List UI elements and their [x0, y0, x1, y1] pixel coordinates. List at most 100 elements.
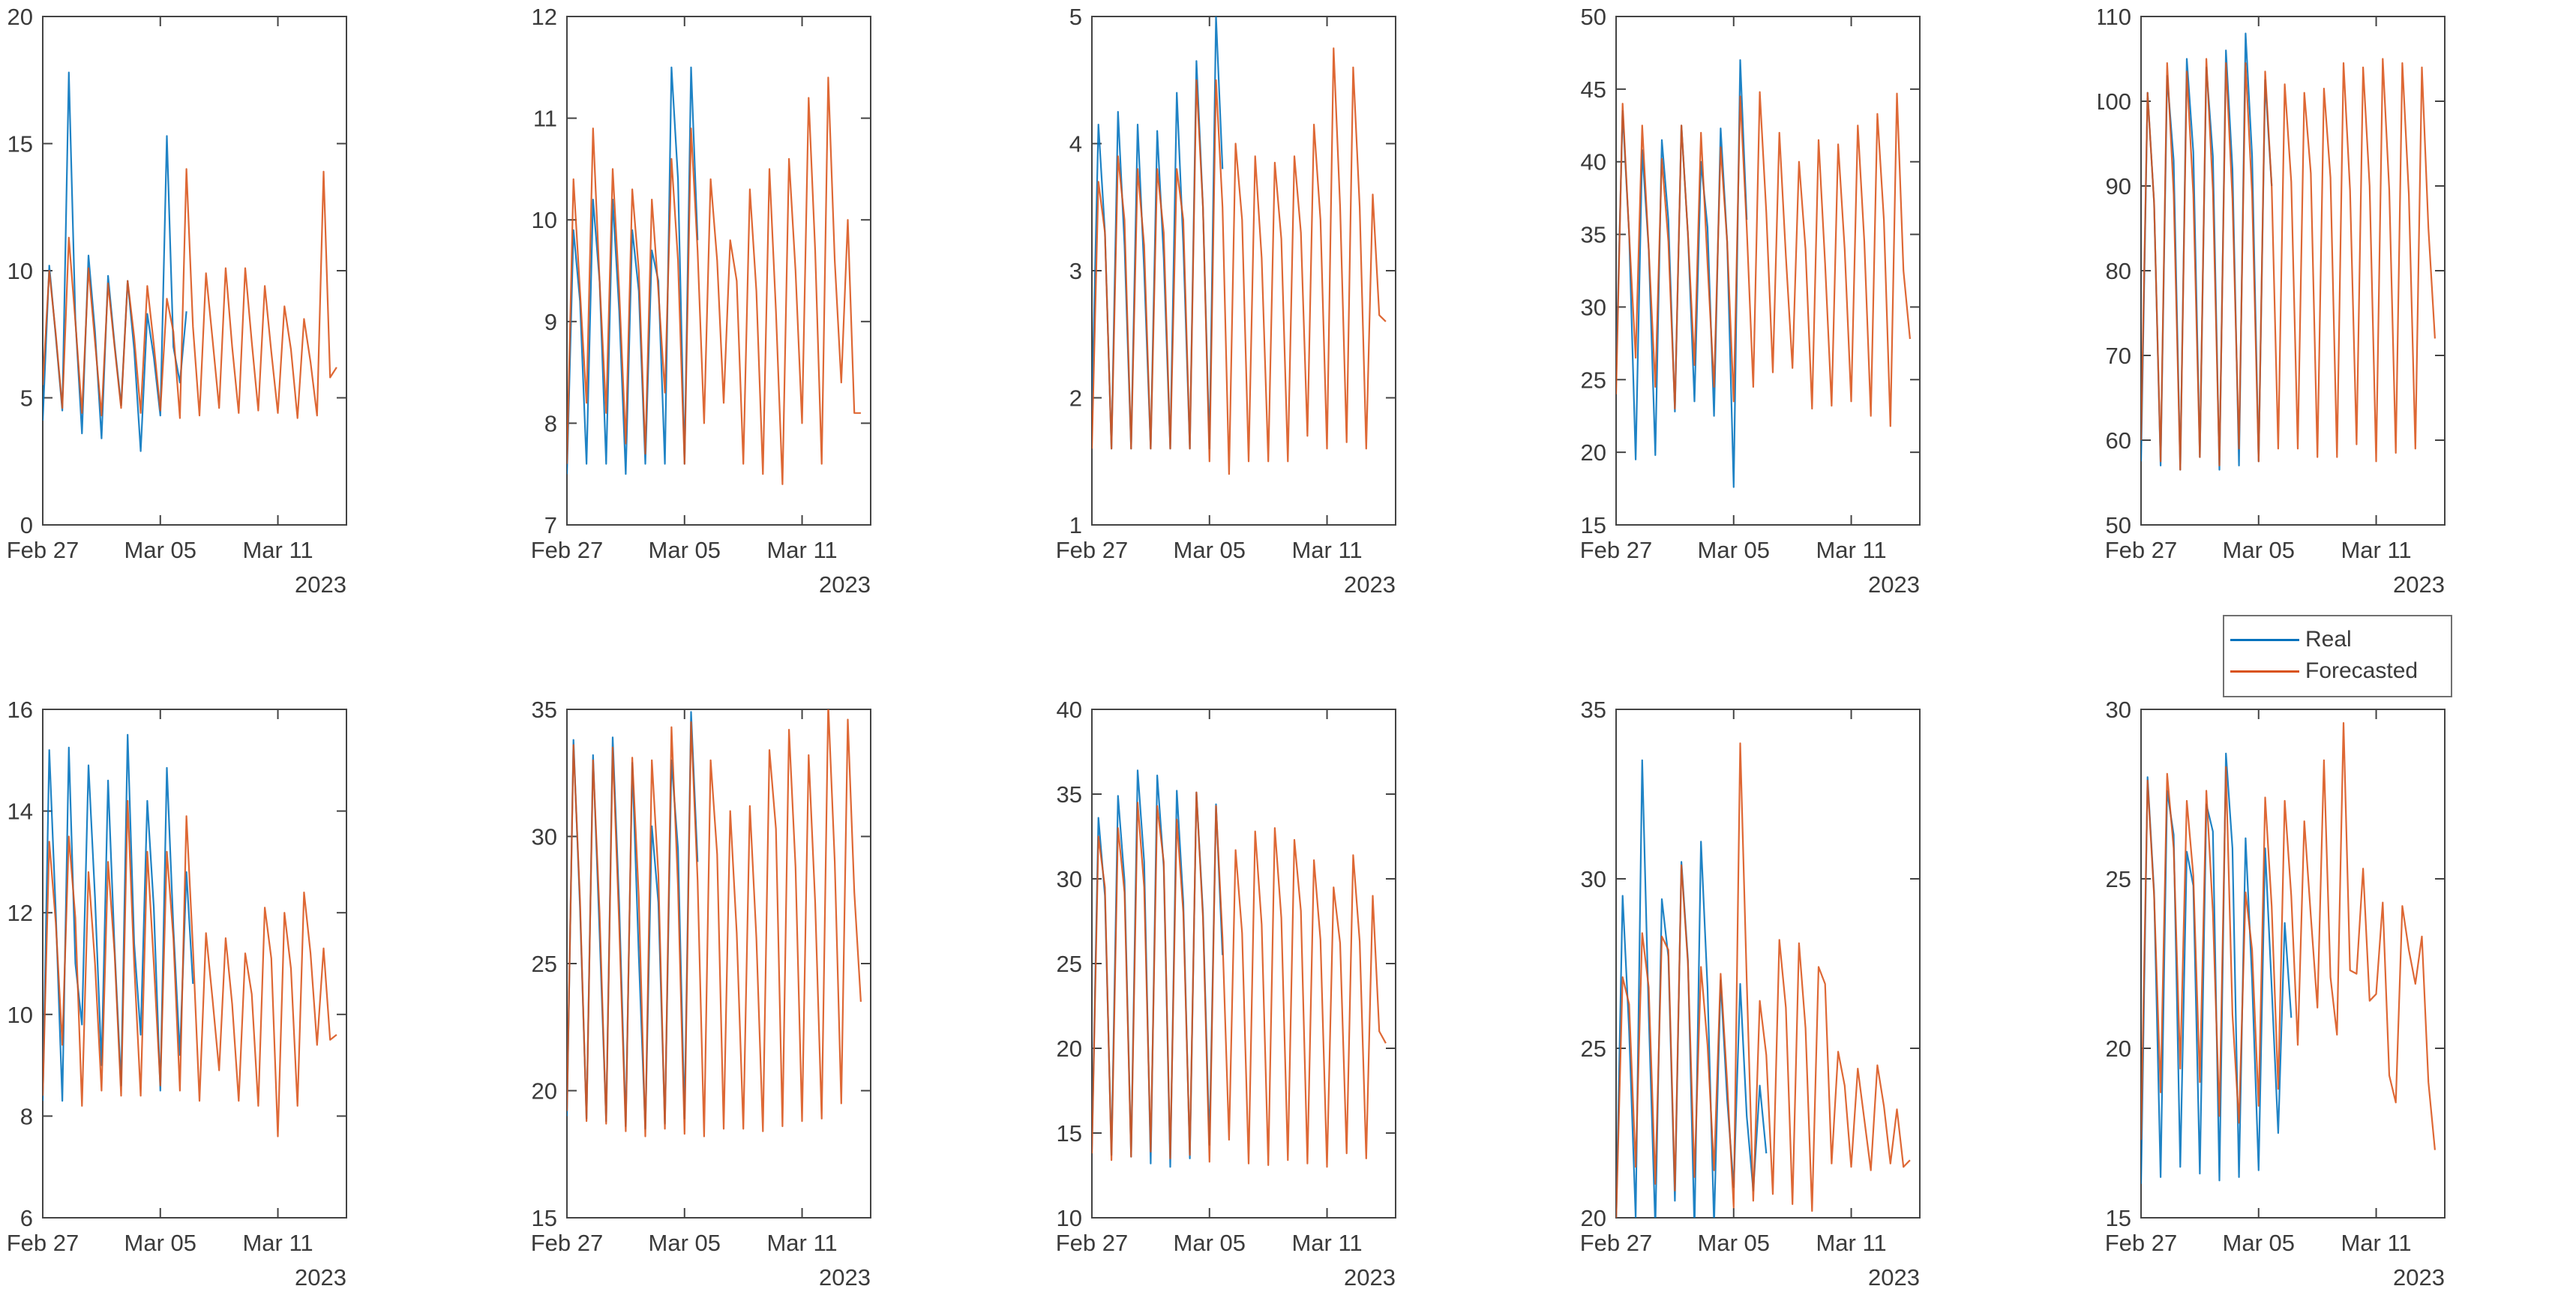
x-axis-year-label: 2023	[295, 571, 346, 598]
plot-canvas-r1c4: 15 20 25 30 35 40 45 50 Feb 27 Mar 05 Mar 11 2023	[1580, 4, 1921, 598]
x-tick-label: Mar 05	[1174, 1230, 1246, 1256]
subplot-r1c3: 1 2 3 4 5 Feb 27 Mar 05 Mar 11 2023	[1049, 0, 1574, 645]
y-tick-label: 30	[1057, 866, 1082, 892]
x-axis-year-label: 2023	[1868, 571, 1920, 598]
y-tick-label: 11	[533, 106, 557, 132]
y-tick-label: 2	[1069, 385, 1082, 412]
series-line-real	[43, 71, 187, 452]
x-axis-year-label: 2023	[2393, 1264, 2445, 1291]
x-tick-label: Feb 27	[531, 537, 604, 563]
plot-canvas-r2c5: 15 20 25 30 Feb 27 Mar 05 Mar 11 2023	[2105, 697, 2446, 1291]
series-line-forecasted	[567, 76, 861, 485]
y-tick-label: 40	[1057, 697, 1082, 723]
x-tick-label: Mar 05	[1174, 537, 1246, 563]
plot-canvas-r2c2: 15 20 25 30 35 Feb 27 Mar 05 Mar 11 2023	[531, 697, 871, 1291]
series-line-forecasted	[1616, 91, 1911, 427]
forecasted-line-swatch	[2224, 670, 2305, 673]
subplot-r2c3: 10 15 20 25 30 35 40 Feb 27 Mar 05 Mar 11 2023	[1049, 693, 1574, 1316]
subplot-r2c4: 20 25 30 35 Feb 27 Mar 05 Mar 11 2023	[1573, 693, 2098, 1316]
subplot-r2c5: 15 20 25 30 Feb 27 Mar 05 Mar 11 2023	[2098, 693, 2576, 1316]
y-tick-label: 35	[532, 697, 557, 723]
x-tick-label: Mar 11	[2341, 537, 2411, 563]
x-tick-label: Mar 11	[1816, 1230, 1886, 1256]
x-tick-label: Mar 11	[2341, 1230, 2411, 1256]
x-tick-label: Mar 11	[1291, 1230, 1362, 1256]
y-tick-label: 7	[544, 512, 557, 538]
y-tick-label: 15	[1581, 512, 1606, 538]
y-tick-label: 90	[2106, 173, 2131, 199]
plot-canvas-r1c2: 7 8 9 10 11 12 Feb 27 Mar 05 Mar 11 2023	[531, 4, 871, 598]
legend-label-forecasted: Forecasted	[2305, 658, 2419, 683]
y-tick-label: 35	[1057, 781, 1082, 808]
x-tick-label: Mar 05	[649, 537, 721, 563]
axis-box	[2140, 709, 2446, 1219]
y-tick-label: 16	[7, 697, 33, 723]
y-tick-label: 0	[20, 512, 33, 538]
series-line-forecasted	[2141, 58, 2436, 471]
x-tick-label: Feb 27	[7, 1230, 79, 1256]
series-line-forecasted	[43, 168, 337, 419]
x-tick-label: Mar 11	[766, 1230, 837, 1256]
y-tick-label: 35	[1581, 222, 1606, 248]
y-tick-label: 20	[2106, 1036, 2131, 1062]
x-tick-label: Feb 27	[1056, 1230, 1129, 1256]
y-tick-label: 20	[532, 1078, 557, 1105]
y-tick-label: 30	[1581, 866, 1606, 892]
axis-box	[42, 709, 347, 1219]
series-line-real	[1616, 759, 1768, 1218]
y-tick-label: 20	[7, 4, 33, 30]
real-line-swatch	[2224, 638, 2305, 641]
y-tick-label: 10	[7, 1002, 33, 1028]
y-tick-label: 50	[1581, 4, 1606, 30]
axis-box	[1615, 709, 1921, 1219]
legend-box: Real Forecasted	[2223, 615, 2452, 697]
x-axis-year-label: 2023	[819, 1264, 871, 1291]
x-tick-label: Mar 11	[242, 537, 313, 563]
y-tick-label: 8	[20, 1103, 33, 1129]
y-tick-label: 10	[1057, 1205, 1082, 1231]
subplot-r1c5: 50 60 70 80 90 100 110 Feb 27 Mar 05 Mar 11 2023	[2098, 0, 2576, 645]
x-tick-label: Mar 11	[242, 1230, 313, 1256]
y-tick-label: 30	[1581, 294, 1606, 320]
y-tick-label: 15	[7, 131, 33, 157]
x-tick-label: Feb 27	[2105, 1230, 2178, 1256]
x-tick-label: Mar 05	[124, 537, 196, 563]
x-tick-label: Mar 05	[649, 1230, 721, 1256]
plot-canvas-r2c1: 6 8 10 12 14 16 Feb 27 Mar 05 Mar 11 2023	[7, 697, 347, 1291]
x-tick-label: Mar 05	[2223, 537, 2295, 563]
y-tick-label: 15	[1057, 1120, 1082, 1147]
y-tick-label: 35	[1581, 697, 1606, 723]
axis-box	[566, 16, 871, 526]
y-tick-label: 30	[532, 824, 557, 850]
series-line-real	[1616, 58, 1748, 488]
y-tick-label: 15	[2106, 1205, 2131, 1231]
x-axis-year-label: 2023	[2393, 571, 2445, 598]
subplot-r2c1: 6 8 10 12 14 16 Feb 27 Mar 05 Mar 11 2023	[0, 693, 525, 1316]
series-line-real	[43, 733, 194, 1102]
x-tick-label: Mar 05	[1698, 1230, 1770, 1256]
subplot-r1c1: 0 5 10 15 20 Feb 27 Mar 05 Mar 11 2023	[0, 0, 525, 645]
x-tick-label: Mar 11	[1816, 537, 1886, 563]
y-tick-label: 20	[1581, 439, 1606, 466]
y-tick-label: 10	[532, 207, 557, 233]
y-tick-label: 20	[1581, 1205, 1606, 1231]
series-line-forecasted	[43, 799, 337, 1138]
x-axis-year-label: 2023	[1344, 571, 1396, 598]
legend-label-real: Real	[2305, 627, 2352, 652]
y-tick-label: 5	[20, 385, 33, 412]
y-tick-label: 15	[532, 1205, 557, 1231]
subplot-r1c2: 7 8 9 10 11 12 Feb 27 Mar 05 Mar 11 2023	[524, 0, 1049, 645]
y-tick-label: 10	[7, 258, 33, 284]
x-axis-year-label: 2023	[1344, 1264, 1396, 1291]
x-tick-label: Feb 27	[7, 537, 79, 563]
axis-box	[1615, 16, 1921, 526]
y-tick-label: 80	[2106, 258, 2131, 284]
series-line-forecasted	[1092, 47, 1387, 475]
y-tick-label: 12	[532, 4, 557, 30]
x-tick-label: Mar 11	[1291, 537, 1362, 563]
x-axis-year-label: 2023	[295, 1264, 346, 1291]
x-tick-label: Feb 27	[1056, 537, 1129, 563]
y-tick-label: 6	[20, 1205, 33, 1231]
series-line-forecasted	[1092, 791, 1387, 1168]
